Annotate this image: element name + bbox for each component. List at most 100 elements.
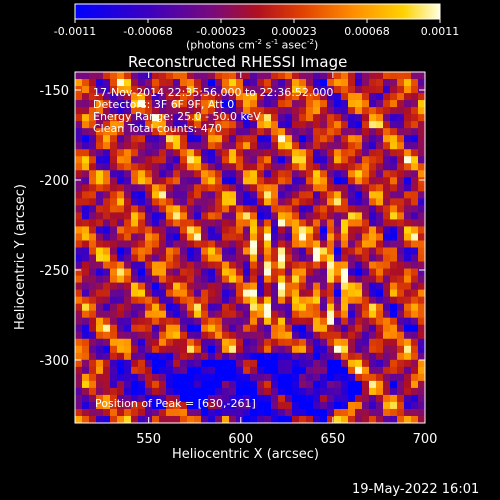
heatmap-cell [187, 310, 195, 319]
y-tick-label: -150 [39, 84, 69, 99]
heatmap-cell [201, 303, 209, 312]
heatmap-cell [327, 352, 335, 361]
heatmap-cell [376, 303, 384, 312]
heatmap-cell [166, 191, 174, 199]
heatmap-cell [250, 226, 258, 235]
heatmap-cell [348, 79, 356, 87]
heatmap-cell [355, 282, 363, 291]
heatmap-cell [166, 289, 174, 298]
heatmap-cell [250, 86, 258, 94]
heatmap-cell [124, 380, 132, 389]
heatmap-cell [82, 359, 90, 368]
heatmap-cell [327, 296, 335, 305]
heatmap-cell [383, 254, 391, 263]
heatmap-cell [145, 205, 153, 213]
heatmap-cell [313, 317, 321, 326]
heatmap-cell [131, 254, 139, 263]
heatmap-cell [250, 79, 258, 87]
heatmap-cell [229, 408, 237, 417]
heatmap-cell [75, 156, 83, 164]
heatmap-cell [327, 184, 335, 192]
heatmap-cell [173, 345, 181, 354]
heatmap-cell [369, 352, 377, 361]
heatmap-cell [103, 373, 111, 382]
heatmap-cell [103, 338, 111, 347]
heatmap-cell [390, 107, 398, 115]
heatmap-cell [264, 191, 272, 199]
heatmap-cell [299, 296, 307, 305]
heatmap-cell [327, 303, 335, 312]
heatmap-cell [243, 233, 251, 242]
heatmap-cell [96, 177, 104, 185]
heatmap-cell [418, 205, 425, 213]
heatmap-cell [418, 149, 425, 157]
heatmap-cell [362, 149, 370, 157]
heatmap-cell [285, 366, 293, 375]
heatmap-cell [96, 345, 104, 354]
heatmap-cell [152, 191, 160, 199]
heatmap-cell [201, 366, 209, 375]
heatmap-cell [236, 296, 244, 305]
heatmap-cell [411, 86, 419, 94]
heatmap-cell [243, 289, 251, 298]
heatmap-cell [341, 317, 349, 326]
heatmap-cell [264, 219, 272, 228]
heatmap-cell [194, 100, 202, 108]
heatmap-cell [390, 93, 398, 101]
heatmap-cell [180, 177, 188, 185]
heatmap-cell [327, 380, 335, 389]
heatmap-cell [243, 142, 251, 150]
heatmap-cell [110, 198, 118, 206]
heatmap-cell [411, 352, 419, 361]
heatmap-cell [320, 394, 328, 403]
heatmap-cell [208, 191, 216, 199]
heatmap-cell [404, 366, 412, 375]
heatmap-cell [243, 212, 251, 221]
heatmap-cell [173, 254, 181, 263]
heatmap-cell [369, 86, 377, 94]
heatmap-cell [117, 107, 125, 115]
heatmap-cell [306, 415, 314, 423]
heatmap-cell [194, 275, 202, 284]
heatmap-cell [313, 359, 321, 368]
heatmap-cell [418, 338, 425, 347]
heatmap-cell [82, 289, 90, 298]
heatmap-cell [327, 212, 335, 221]
heatmap-cell [313, 331, 321, 340]
heatmap-cell [418, 233, 425, 242]
heatmap-cell [201, 310, 209, 319]
heatmap-cell [264, 177, 272, 185]
heatmap-cell [215, 310, 223, 319]
heatmap-cell [180, 149, 188, 157]
heatmap-cell [229, 142, 237, 150]
heatmap-cell [362, 212, 370, 221]
heatmap-cell [103, 296, 111, 305]
heatmap-cell [411, 149, 419, 157]
heatmap-cell [369, 156, 377, 164]
heatmap-cell [285, 135, 293, 143]
heatmap-cell [362, 331, 370, 340]
heatmap-cell [110, 310, 118, 319]
heatmap-cell [278, 114, 286, 122]
heatmap-cell [110, 359, 118, 368]
heatmap-cell [159, 310, 167, 319]
heatmap-cell [138, 310, 146, 319]
heatmap-cell [271, 373, 279, 382]
heatmap-cell [397, 338, 405, 347]
heatmap-cell [236, 86, 244, 94]
y-axis-label: Heliocentric Y (arcsec) [13, 184, 28, 330]
heatmap-cell [334, 219, 342, 228]
heatmap-cell [348, 240, 356, 249]
heatmap-cell [131, 247, 139, 256]
heatmap-cell [390, 310, 398, 319]
heatmap-cell [383, 198, 391, 206]
heatmap-cell [166, 128, 174, 136]
heatmap-cell [418, 345, 425, 354]
heatmap-cell [299, 79, 307, 87]
heatmap-cell [320, 191, 328, 199]
heatmap-cell [397, 331, 405, 340]
heatmap-cell [96, 366, 104, 375]
heatmap-cell [341, 212, 349, 221]
heatmap-cell [117, 317, 125, 326]
